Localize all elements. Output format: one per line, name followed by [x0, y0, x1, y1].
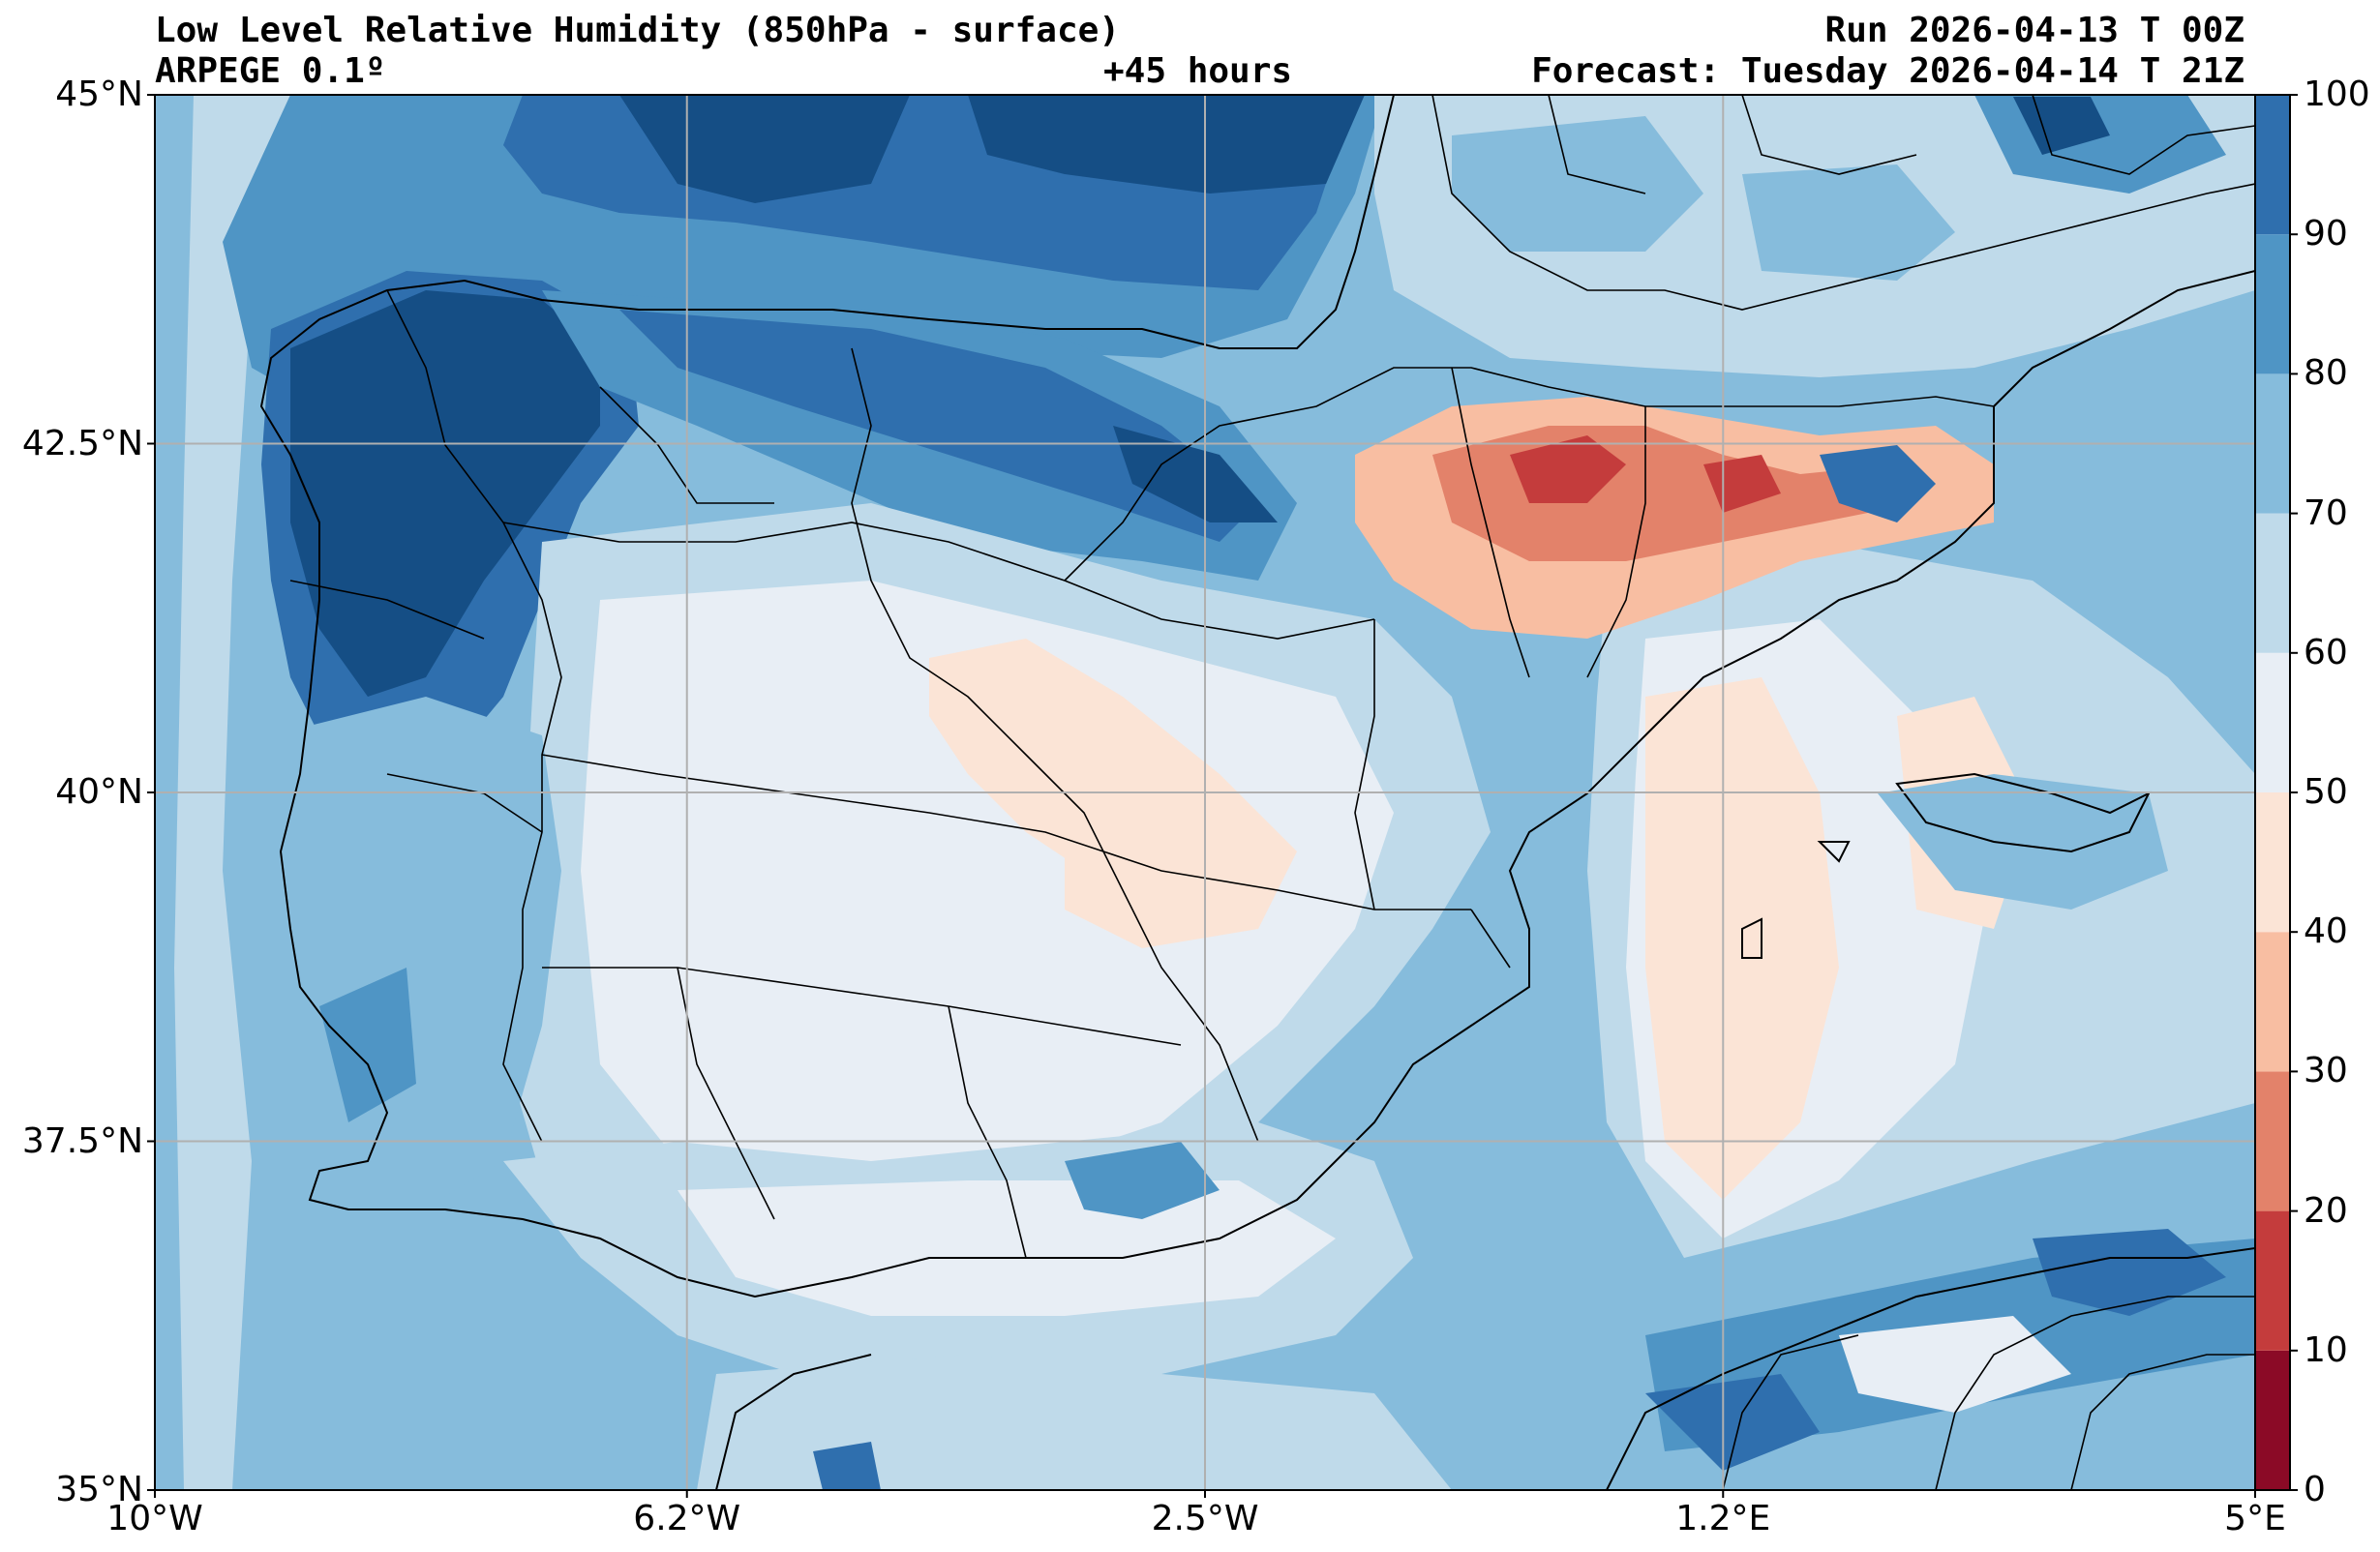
- colorbar-segment: [2255, 373, 2290, 514]
- colorbar-segment: [2255, 95, 2290, 235]
- colorbar-tick-label: 70: [2304, 492, 2348, 533]
- colorbar-segment: [2255, 792, 2290, 933]
- colorbar-segment: [2255, 513, 2290, 653]
- colorbar-tick-label: 80: [2304, 353, 2348, 394]
- lon-tick-label: 6.2°W: [633, 1499, 741, 1538]
- run-label: Run 2026-04-13 T 00Z: [1824, 11, 2244, 50]
- colorbar-tick-label: 40: [2304, 911, 2348, 952]
- lat-tick-label: 45°N: [55, 75, 143, 114]
- lon-tick-label: 10°W: [106, 1499, 203, 1538]
- colorbar-tick-label: 10: [2304, 1329, 2348, 1370]
- colorbar-tick-label: 60: [2304, 632, 2348, 672]
- colorbar-tick-label: 90: [2304, 214, 2348, 254]
- lat-tick-label: 35°N: [55, 1470, 143, 1509]
- lon-tick-label: 1.2°E: [1675, 1499, 1771, 1538]
- colorbar-segment: [2255, 234, 2290, 374]
- colorbar-segment: [2255, 652, 2290, 792]
- colorbar-segment: [2255, 1210, 2290, 1351]
- colorbar-tick-label: 50: [2304, 772, 2348, 812]
- colorbar-tick-label: 30: [2304, 1051, 2348, 1091]
- colorbar-segment: [2255, 1350, 2290, 1490]
- lat-tick-label: 37.5°N: [21, 1120, 143, 1161]
- lat-tick-label: 40°N: [55, 772, 143, 812]
- gridlines: [155, 95, 2255, 1490]
- coastlines: [259, 95, 2255, 1490]
- lat-tick-label: 42.5°N: [21, 423, 143, 463]
- forecast-label: Forecast: Tuesday 2026-04-14 T 21Z: [1531, 51, 2244, 91]
- lead-time-label: +45 hours: [1103, 51, 1293, 91]
- colorbar-tick-label: 100: [2304, 75, 2370, 114]
- model-label: ARPEGE 0.1º: [155, 51, 386, 91]
- axis-ticks: [147, 94, 2256, 1498]
- lon-tick-label: 2.5°W: [1151, 1499, 1259, 1538]
- colorbar-segment: [2255, 1071, 2290, 1211]
- colorbar-segment: [2255, 932, 2290, 1072]
- colorbar-tick-label: 20: [2304, 1190, 2348, 1231]
- map-title: Low Level Relative Humidity (850hPa - su…: [155, 11, 1120, 50]
- colorbar-tick-label: 0: [2304, 1470, 2326, 1509]
- lon-tick-label: 5°E: [2224, 1499, 2286, 1538]
